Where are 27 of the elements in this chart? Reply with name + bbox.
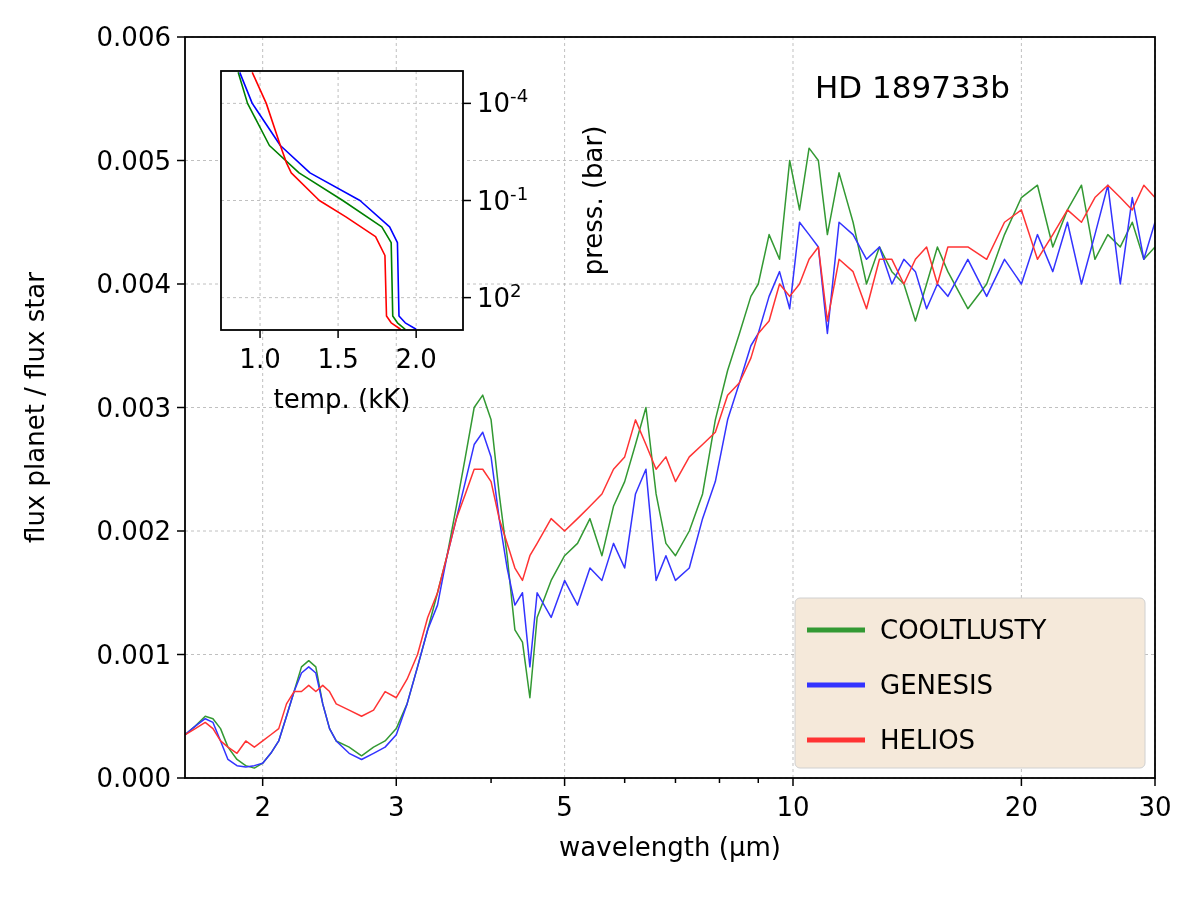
y-tick-label: 10$^{-1}$ <box>477 182 529 216</box>
text: HD 189733b <box>814 68 1011 105</box>
y-tick-label: 0.006 <box>96 22 171 53</box>
legend-label: GENESIS <box>880 670 994 701</box>
x-tick-label: 3 <box>388 792 405 822</box>
x-axis-title: temp. (kK) <box>273 384 411 414</box>
y-axis-title: flux planet / flux star <box>20 271 51 543</box>
y-tick-label: 0.003 <box>96 392 171 423</box>
y-tick-label: 0.000 <box>96 763 171 794</box>
x-tick-label: 2 <box>254 792 271 822</box>
x-tick-label: 30 <box>1138 792 1172 822</box>
x-tick-label: 1.0 <box>239 344 281 374</box>
y-tick-label: 0.002 <box>96 516 171 547</box>
y-tick-label: 0.004 <box>96 269 171 300</box>
y-tick-label: 10$^{2}$ <box>477 279 522 313</box>
x-tick-label: 2.0 <box>395 344 437 374</box>
x-axis-title: wavelength (μm) <box>559 832 781 862</box>
x-tick-label: 10 <box>776 792 810 822</box>
x-tick-label: 1.5 <box>317 344 359 374</box>
y-tick-label: 0.001 <box>96 639 171 670</box>
x-tick-label: 20 <box>1004 792 1038 822</box>
y-axis-title: press. (bar) <box>578 125 609 276</box>
y-tick-label: 0.005 <box>96 145 171 176</box>
legend-label: COOLTLUSTY <box>880 615 1047 646</box>
y-tick-label: 10$^{-4}$ <box>477 84 529 119</box>
legend-label: HELIOS <box>880 725 976 756</box>
x-tick-label: 5 <box>556 792 573 822</box>
